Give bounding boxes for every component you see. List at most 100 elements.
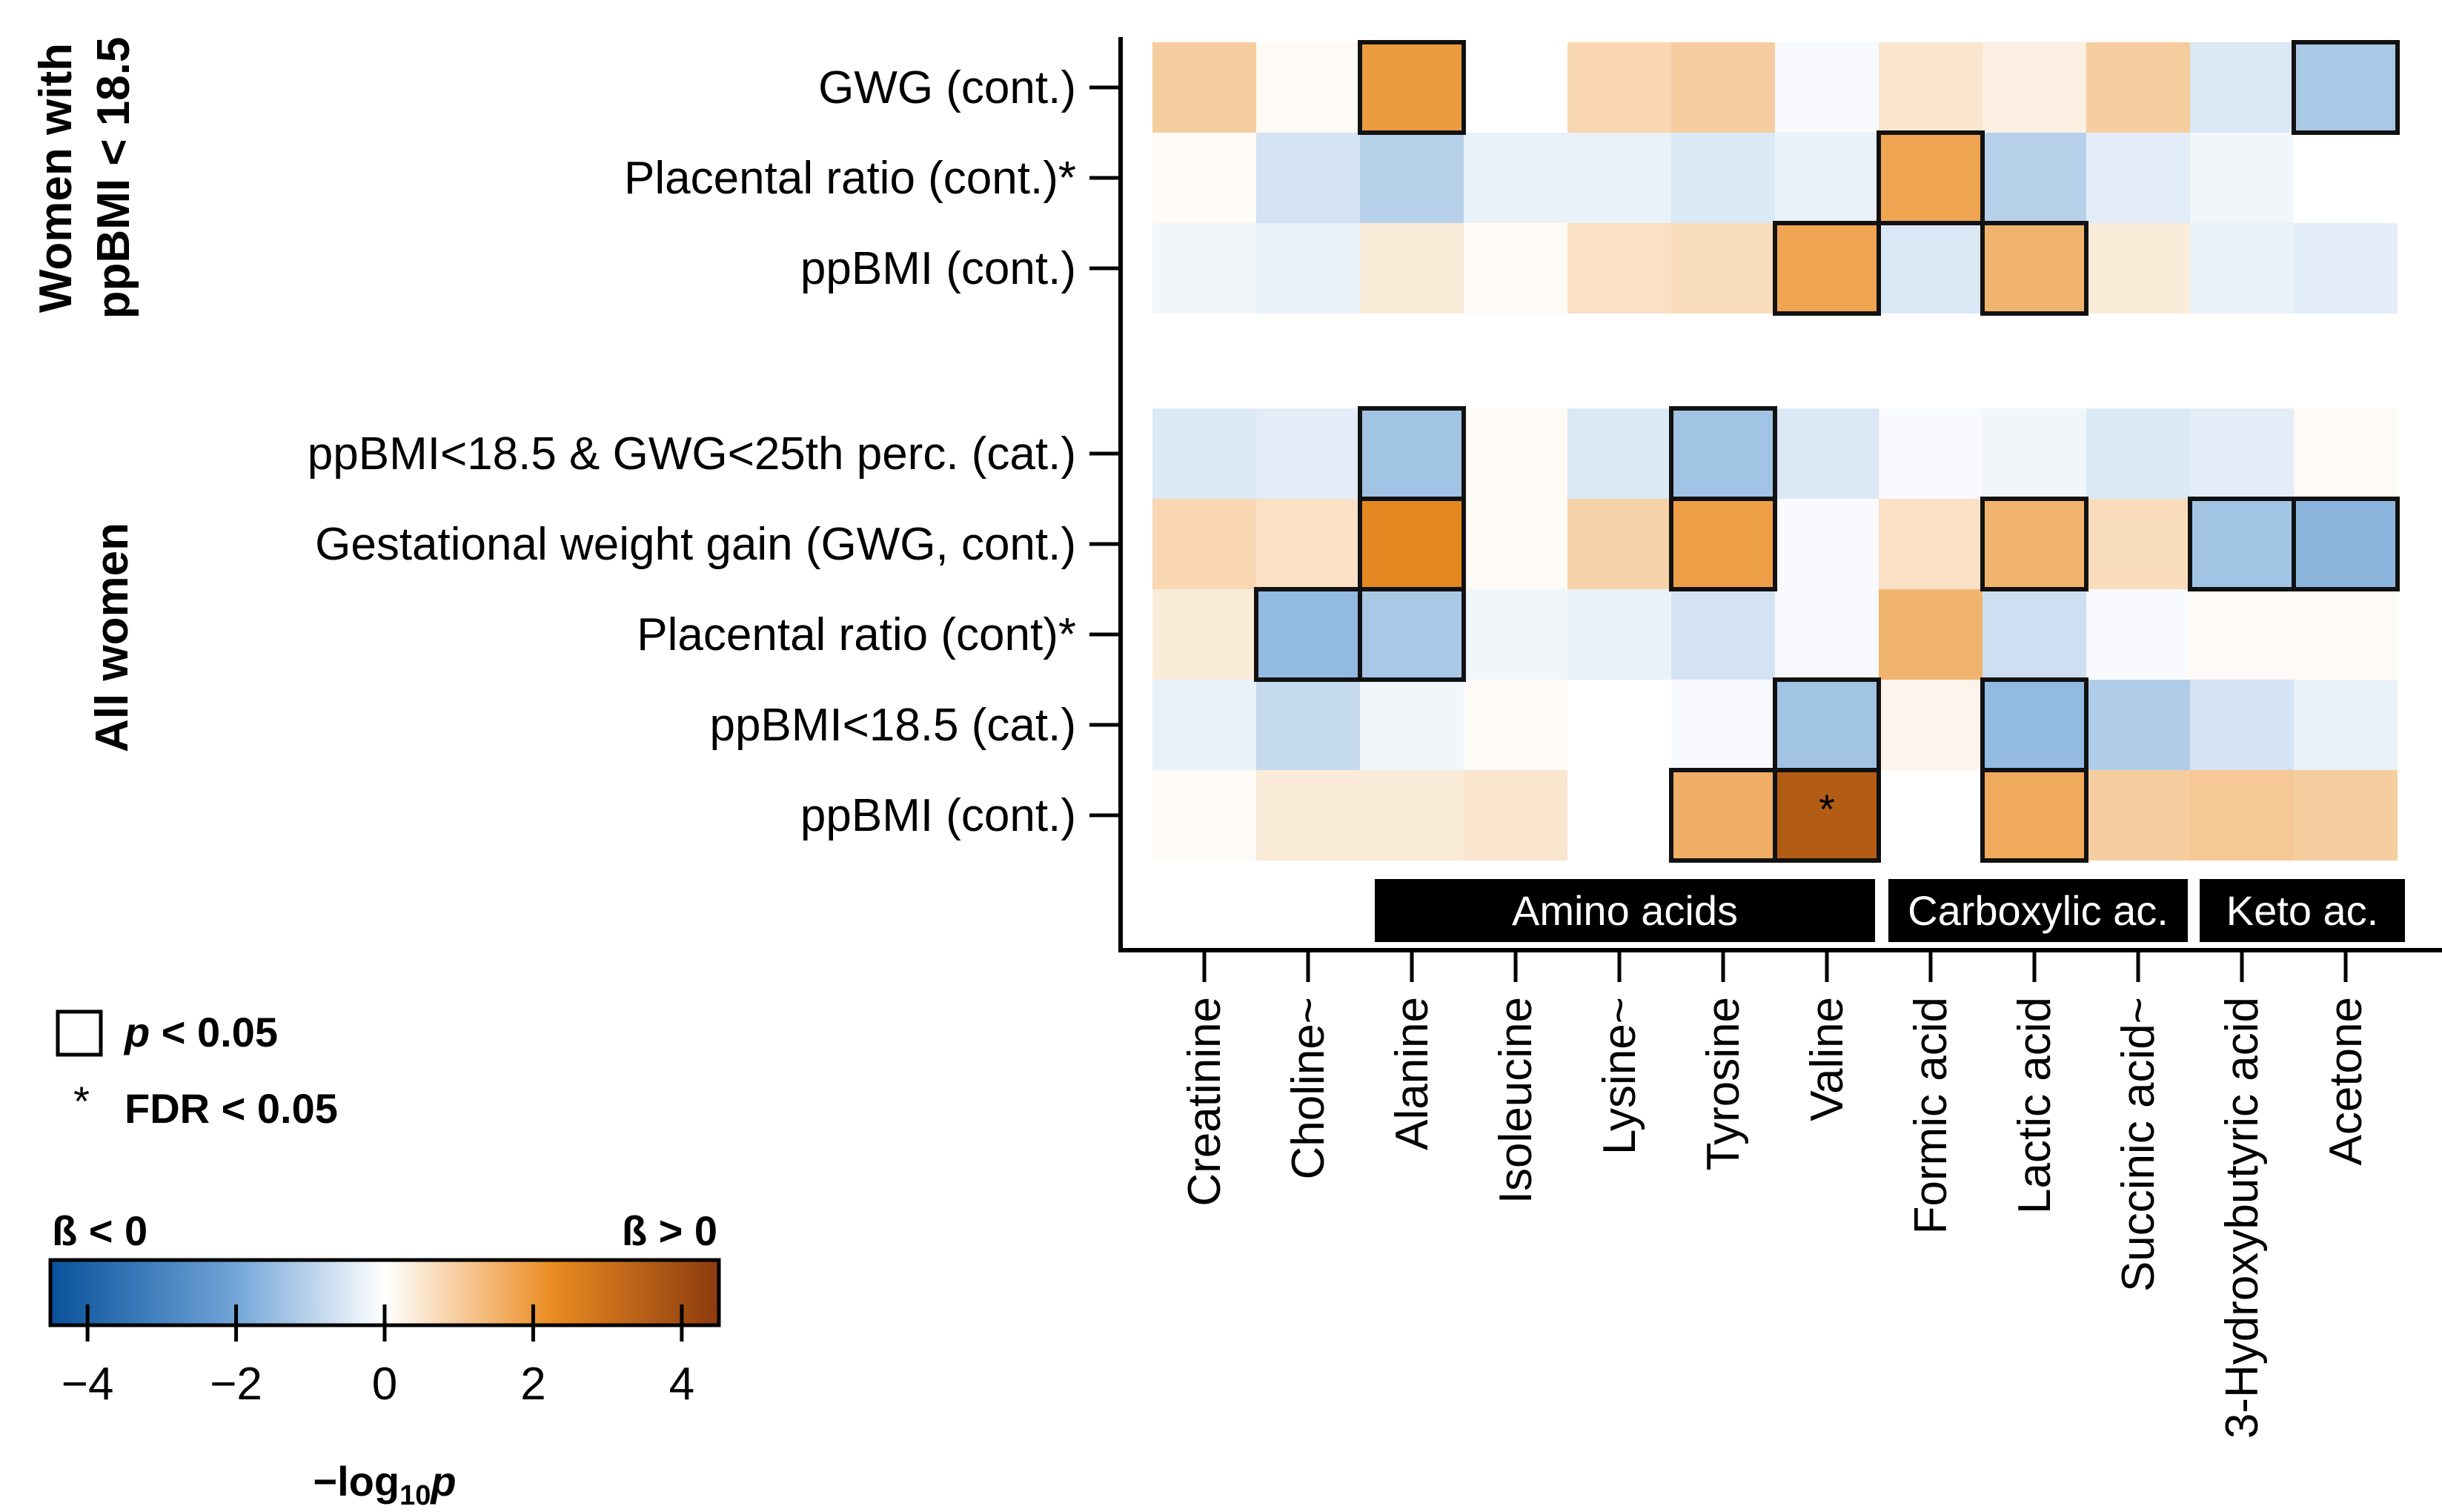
colorbar-tick-label: 2 bbox=[520, 1359, 545, 1410]
significance-box bbox=[2292, 40, 2400, 135]
colorbar-tick-label: 4 bbox=[669, 1359, 694, 1410]
cell-placental-ratio-cont-valine bbox=[1775, 133, 1879, 223]
cell-ppbmi-cont-lactic-acid bbox=[1983, 223, 2086, 314]
colorbar-right-label: ß > 0 bbox=[622, 1207, 717, 1254]
cell-gwg-cont-isoleucine bbox=[1464, 42, 1567, 133]
cell-gwg-cont-3-hydroxybutyric-acid bbox=[2190, 42, 2294, 133]
cell-ppbmi-18-5-gwg-25th-perc-cat-tyrosine bbox=[1671, 408, 1775, 499]
cell-ppbmi-18-5-gwg-25th-perc-cat-acetone bbox=[2294, 408, 2398, 499]
cell-ppbmi-cont-acetone bbox=[2294, 223, 2398, 314]
cell-placental-ratio-cont-creatinine bbox=[1152, 589, 1256, 680]
cell-placental-ratio-cont-succinic-acid bbox=[2086, 589, 2190, 680]
category-bar-amino-acids bbox=[1375, 879, 1875, 942]
cell-placental-ratio-cont-succinic-acid bbox=[2086, 133, 2190, 223]
cell-placental-ratio-cont-formic-acid bbox=[1879, 589, 1983, 680]
cell-ppbmi-cont-acetone bbox=[2294, 770, 2398, 861]
legend-star-symbol: * bbox=[73, 1078, 90, 1124]
cell-ppbmi-cont-isoleucine bbox=[1464, 770, 1567, 861]
colorbar-tick-label: −4 bbox=[62, 1359, 114, 1410]
cell-placental-ratio-cont-lactic-acid bbox=[1983, 589, 2086, 680]
cell-ppbmi-18-5-cat-succinic-acid bbox=[2086, 680, 2190, 770]
cell-gwg-cont-valine bbox=[1775, 42, 1879, 133]
column-label-formic-acid: Formic acid bbox=[1905, 997, 1957, 1234]
cell-ppbmi-cont-lysine bbox=[1567, 770, 1671, 861]
legend-p-symbol: p bbox=[123, 1009, 150, 1055]
cell-gestational-weight-gain-gwg-cont-3-hydroxybutyric-acid bbox=[2190, 499, 2294, 589]
colorbar-label-suffix: p bbox=[429, 1458, 456, 1505]
cell-placental-ratio-cont-acetone bbox=[2294, 589, 2398, 680]
row-label: ppBMI (cont.) bbox=[800, 790, 1076, 841]
significance-box bbox=[1358, 40, 1466, 135]
significance-box bbox=[1773, 221, 1881, 316]
category-label: Carboxylic ac. bbox=[1908, 887, 2169, 934]
cell-ppbmi-cont-tyrosine bbox=[1671, 770, 1775, 861]
cell-ppbmi-cont-creatinine bbox=[1152, 223, 1256, 314]
colorbar-left-label: ß < 0 bbox=[52, 1207, 147, 1254]
row-group-label: Women with ppBMI < 18.5 bbox=[30, 37, 139, 319]
cell-placental-ratio-cont-choline bbox=[1256, 133, 1360, 223]
cell-ppbmi-cont-alanine bbox=[1360, 770, 1464, 861]
column-label-lysine: Lysine~ bbox=[1594, 997, 1645, 1155]
cell-ppbmi-18-5-cat-choline bbox=[1256, 680, 1360, 770]
cell-placental-ratio-cont-creatinine bbox=[1152, 133, 1256, 223]
column-label-creatinine: Creatinine bbox=[1179, 997, 1230, 1207]
significance-box bbox=[2292, 497, 2400, 591]
cell-gwg-cont-succinic-acid bbox=[2086, 42, 2190, 133]
legend-box-symbol bbox=[56, 1009, 103, 1057]
cell-ppbmi-cont-formic-acid bbox=[1879, 223, 1983, 314]
row-label: Placental ratio (cont.)* bbox=[624, 153, 1076, 204]
category-label: Keto ac. bbox=[2226, 887, 2378, 934]
cell-ppbmi-cont-isoleucine bbox=[1464, 223, 1567, 314]
cell-placental-ratio-cont-valine bbox=[1775, 589, 1879, 680]
cell-placental-ratio-cont-isoleucine bbox=[1464, 589, 1567, 680]
row-label: ppBMI<18.5 & GWG<25th perc. (cat.) bbox=[308, 428, 1076, 480]
cell-ppbmi-cont-succinic-acid bbox=[2086, 770, 2190, 861]
cell-ppbmi-cont-lactic-acid bbox=[1983, 770, 2086, 861]
cell-ppbmi-cont-choline bbox=[1256, 223, 1360, 314]
cell-gwg-cont-lysine bbox=[1567, 42, 1671, 133]
cell-ppbmi-cont-lysine bbox=[1567, 223, 1671, 314]
row-group-label-line: All women bbox=[87, 523, 138, 752]
colorbar-label-subscript: 10 bbox=[399, 1480, 431, 1511]
category-bar-carboxylic-ac bbox=[1888, 879, 2188, 942]
row-label: Placental ratio (cont)* bbox=[637, 609, 1076, 660]
legend-p-threshold: < 0.05 bbox=[150, 1009, 278, 1055]
row-group-label-line: Women with bbox=[30, 43, 82, 313]
category-label: Amino acids bbox=[1512, 887, 1738, 934]
significance-box bbox=[1669, 497, 1777, 591]
column-label-isoleucine: Isoleucine bbox=[1490, 997, 1542, 1204]
cell-ppbmi-cont-3-hydroxybutyric-acid bbox=[2190, 223, 2294, 314]
cell-ppbmi-cont-tyrosine bbox=[1671, 223, 1775, 314]
row-label: GWG (cont.) bbox=[818, 62, 1076, 113]
cell-gestational-weight-gain-gwg-cont-choline bbox=[1256, 499, 1360, 589]
cell-ppbmi-18-5-gwg-25th-perc-cat-valine bbox=[1775, 408, 1879, 499]
cell-gestational-weight-gain-gwg-cont-isoleucine bbox=[1464, 499, 1567, 589]
cell-gestational-weight-gain-gwg-cont-creatinine bbox=[1152, 499, 1256, 589]
cell-ppbmi-18-5-cat-3-hydroxybutyric-acid bbox=[2190, 680, 2294, 770]
row-group-label-line: ppBMI < 18.5 bbox=[88, 37, 139, 319]
colorbar-label-prefix: −log bbox=[313, 1458, 399, 1505]
colorbar-tick-label: −2 bbox=[210, 1359, 262, 1410]
fdr-star: * bbox=[1819, 786, 1835, 832]
cell-ppbmi-18-5-cat-isoleucine bbox=[1464, 680, 1567, 770]
colorbar-label: −log10p bbox=[313, 1458, 456, 1511]
cell-ppbmi-cont-creatinine bbox=[1152, 770, 1256, 861]
cell-ppbmi-18-5-gwg-25th-perc-cat-formic-acid bbox=[1879, 408, 1983, 499]
legend-box-label: p < 0.05 bbox=[123, 1009, 278, 1055]
cell-placental-ratio-cont-lactic-acid bbox=[1983, 133, 2086, 223]
cell-ppbmi-18-5-cat-alanine bbox=[1360, 680, 1464, 770]
cell-placental-ratio-cont-lysine bbox=[1567, 133, 1671, 223]
significance-box bbox=[1980, 221, 2088, 316]
row-label: ppBMI<18.5 (cat.) bbox=[709, 700, 1076, 751]
cell-placental-ratio-cont-alanine bbox=[1360, 589, 1464, 680]
cell-placental-ratio-cont-tyrosine bbox=[1671, 133, 1775, 223]
row-label: ppBMI (cont.) bbox=[800, 243, 1076, 294]
cell-ppbmi-18-5-gwg-25th-perc-cat-creatinine bbox=[1152, 408, 1256, 499]
column-label-acetone: Acetone bbox=[2320, 997, 2372, 1166]
cell-ppbmi-cont-choline bbox=[1256, 770, 1360, 861]
cell-gestational-weight-gain-gwg-cont-tyrosine bbox=[1671, 499, 1775, 589]
cell-gestational-weight-gain-gwg-cont-formic-acid bbox=[1879, 499, 1983, 589]
cell-ppbmi-cont-formic-acid bbox=[1879, 770, 1983, 861]
significance-box bbox=[1773, 768, 1881, 863]
